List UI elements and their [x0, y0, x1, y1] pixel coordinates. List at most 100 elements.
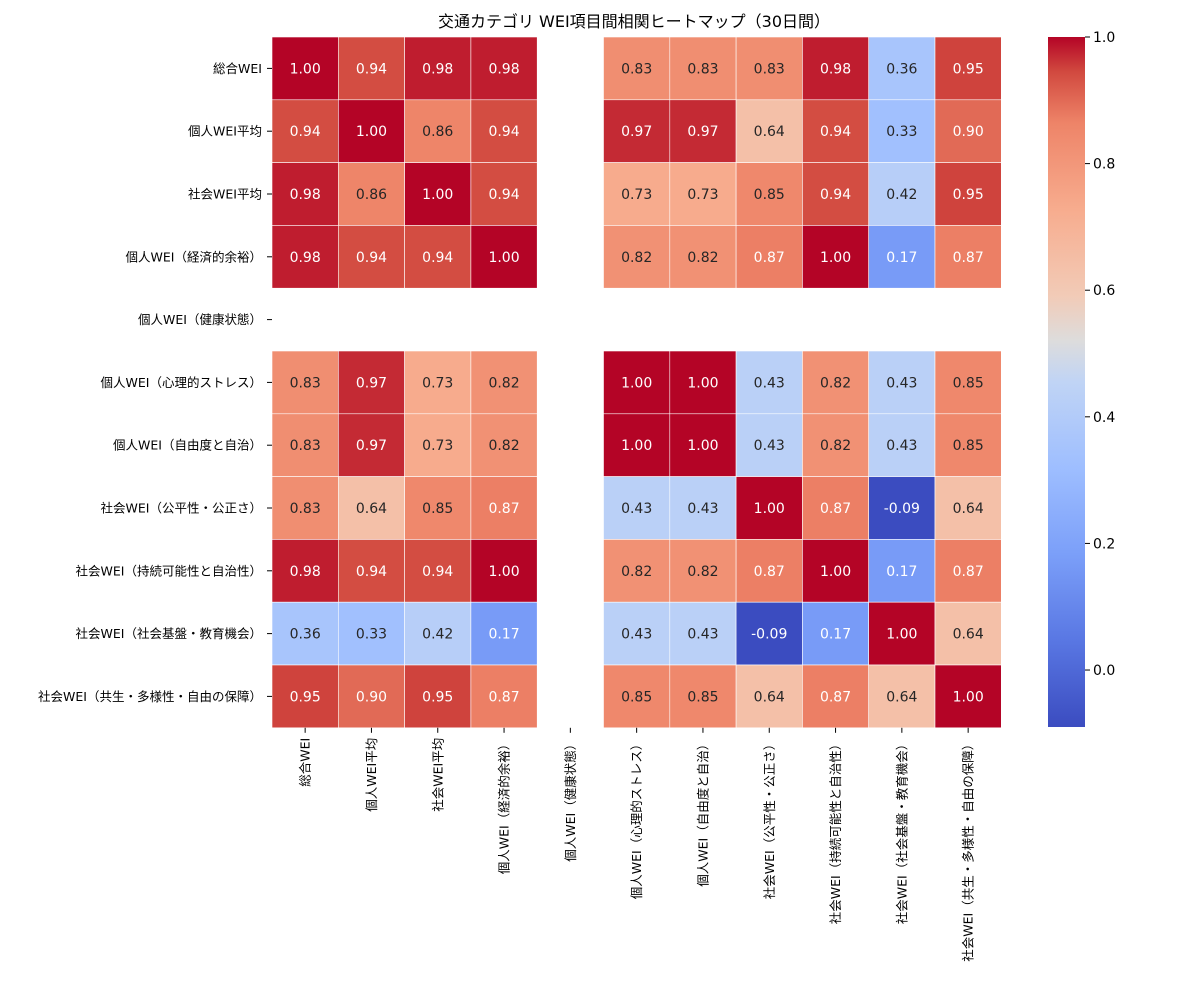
cell-value-label: 0.85	[953, 438, 984, 454]
cell-value-label: 0.43	[687, 627, 718, 643]
heatmap-cell	[802, 99, 870, 163]
heatmap-cell	[337, 350, 405, 415]
row-label: 個人WEI平均	[188, 124, 262, 139]
heatmap-cell	[271, 162, 339, 226]
cell-value-label: 1.00	[290, 61, 321, 77]
cell-value-label: 0.97	[356, 438, 387, 454]
row-label: 個人WEI（心理的ストレス）	[101, 375, 262, 390]
heatmap-cell	[271, 225, 339, 289]
heatmap-cell	[470, 99, 538, 163]
cell-value-label: 0.85	[422, 501, 453, 517]
heatmap-cell	[470, 664, 538, 729]
column-label: 総合WEI	[298, 738, 313, 787]
cell-value-label: 0.94	[488, 187, 519, 203]
heatmap-cell	[470, 36, 538, 101]
row-label: 個人WEI（健康状態）	[138, 312, 262, 327]
cell-value-label: 1.00	[356, 124, 387, 140]
cell-value-label: 0.83	[687, 61, 718, 77]
column-label: 個人WEI平均	[364, 738, 379, 812]
cell-value-label: -0.09	[751, 627, 787, 643]
heatmap-cell	[337, 539, 405, 603]
heatmap-cell	[934, 99, 1002, 163]
heatmap-cell	[337, 476, 405, 540]
heatmap-cell	[337, 36, 405, 101]
heatmap-cell	[735, 413, 803, 477]
heatmap-cell	[802, 225, 870, 289]
heatmap-cell	[404, 350, 472, 415]
row-label: 社会WEI（公平性・公正さ）	[101, 501, 262, 516]
cell-value-label: 0.43	[886, 375, 917, 391]
cell-value-label: 0.94	[356, 61, 387, 77]
cell-value-label: 0.43	[886, 438, 917, 454]
heatmap-cell	[603, 413, 671, 477]
cell-value-label: 0.73	[687, 187, 718, 203]
column-label: 社会WEI（社会基盤・教育機会）	[894, 738, 909, 924]
cell-value-label: 0.87	[754, 564, 785, 580]
cell-value-label: 0.85	[754, 187, 785, 203]
row-label: 総合WEI	[213, 61, 262, 76]
column-label: 社会WEI（共生・多様性・自由の保障）	[961, 738, 976, 962]
colorbar-tick-label: 0.4	[1093, 410, 1115, 426]
heatmap-cell	[669, 476, 737, 540]
cell-value-label: 0.98	[290, 564, 321, 580]
cell-value-label: 1.00	[953, 689, 984, 705]
heatmap-cell	[868, 162, 936, 226]
cell-value-label: 0.83	[290, 501, 321, 517]
heatmap-cell	[868, 350, 936, 415]
heatmap-cell	[868, 99, 936, 163]
heatmap-cell	[669, 99, 737, 163]
cell-value-label: 0.43	[621, 501, 652, 517]
cell-value-label: 1.00	[422, 187, 453, 203]
cell-value-label: 1.00	[886, 627, 917, 643]
cell-value-label: 0.98	[290, 250, 321, 266]
heatmap-cell	[470, 539, 538, 603]
cell-value-label: 0.82	[488, 375, 519, 391]
heatmap-cell	[868, 413, 936, 477]
heatmap-cell	[404, 99, 472, 163]
heatmap-cell	[669, 225, 737, 289]
cell-value-label: 0.85	[953, 375, 984, 391]
cell-value-label: 0.42	[886, 187, 917, 203]
cell-value-label: 0.94	[820, 124, 851, 140]
heatmap-cell	[470, 601, 538, 666]
colorbar-gradient	[1048, 37, 1085, 727]
column-labels: 総合WEI 個人WEI平均 社会WEI平均 個人WEI（経済的余裕） 個人WEI（健康状…	[298, 727, 976, 962]
cell-value-label: 0.94	[488, 124, 519, 140]
heatmap-cell	[271, 664, 339, 729]
cell-value-label: 0.17	[488, 627, 519, 643]
column-label: 個人WEI（心理的ストレス）	[629, 738, 644, 899]
cell-value-label: 0.43	[754, 438, 785, 454]
row-label: 社会WEI（社会基盤・教育機会）	[76, 626, 262, 641]
cell-value-label: 0.36	[886, 61, 917, 77]
heatmap-cell	[669, 350, 737, 415]
heatmap-cell	[868, 476, 936, 540]
cell-value-label: 0.86	[356, 187, 387, 203]
cell-value-label: 0.87	[953, 250, 984, 266]
column-label: 個人WEI（経済的余裕）	[497, 738, 512, 874]
heatmap-cell	[669, 36, 737, 101]
heatmap-cell	[735, 162, 803, 226]
heatmap-cell	[603, 601, 671, 666]
cell-value-label: 0.43	[621, 627, 652, 643]
cell-value-label: 0.95	[422, 689, 453, 705]
colorbar-tick-label: 0.8	[1093, 157, 1115, 173]
cell-value-label: 0.64	[754, 689, 785, 705]
cell-value-label: 0.17	[886, 564, 917, 580]
cell-value-label: 0.85	[621, 689, 652, 705]
heatmap-cell	[470, 162, 538, 226]
cell-value-label: 0.97	[356, 375, 387, 391]
cell-value-label: 0.98	[488, 61, 519, 77]
cell-value-label: 0.73	[621, 187, 652, 203]
cell-value-label: 0.87	[820, 689, 851, 705]
cell-value-label: 0.87	[488, 501, 519, 517]
heatmap-cell	[669, 601, 737, 666]
row-label: 社会WEI（共生・多様性・自由の保障）	[38, 689, 262, 704]
heatmap-cell	[735, 99, 803, 163]
cell-value-label: 0.87	[488, 689, 519, 705]
cell-value-label: 0.86	[422, 124, 453, 140]
cell-value-label: 0.95	[953, 61, 984, 77]
heatmap-cell	[470, 476, 538, 540]
heatmap-cell	[735, 225, 803, 289]
